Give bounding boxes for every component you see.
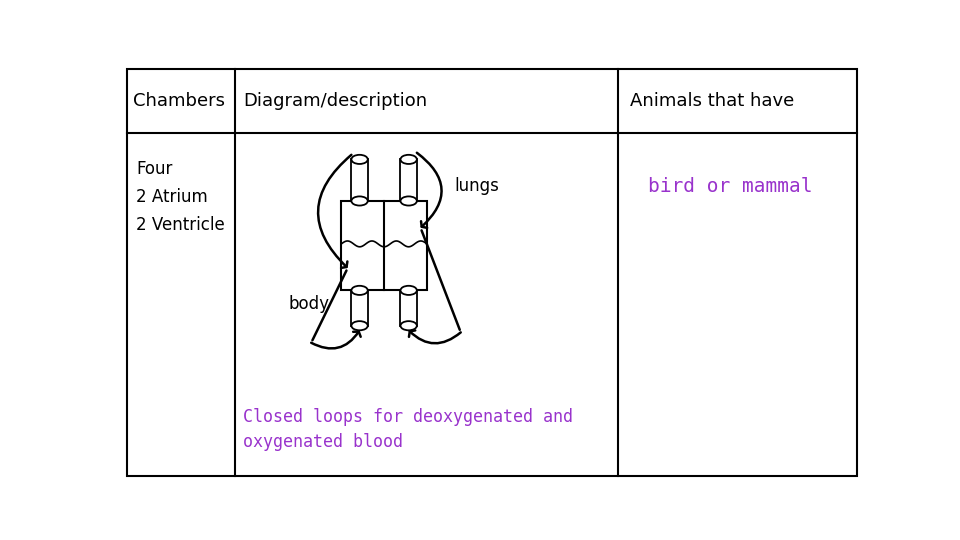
Ellipse shape: [351, 197, 368, 206]
Ellipse shape: [351, 286, 368, 295]
Text: Animals that have: Animals that have: [630, 92, 794, 110]
Bar: [342, 201, 427, 291]
Text: Chambers: Chambers: [132, 92, 225, 110]
Ellipse shape: [400, 321, 417, 330]
Ellipse shape: [351, 155, 368, 164]
Text: Four
2 Atrium
2 Ventricle: Four 2 Atrium 2 Ventricle: [136, 160, 225, 234]
Text: lungs: lungs: [454, 178, 499, 195]
Ellipse shape: [400, 286, 417, 295]
Text: Closed loops for deoxygenated and
oxygenated blood: Closed loops for deoxygenated and oxygen…: [243, 408, 573, 451]
Ellipse shape: [400, 155, 417, 164]
Text: body: body: [289, 294, 330, 313]
Bar: [400, 291, 417, 326]
Text: bird or mammal: bird or mammal: [648, 177, 813, 196]
Bar: [400, 159, 417, 201]
Ellipse shape: [400, 197, 417, 206]
Ellipse shape: [351, 321, 368, 330]
Bar: [351, 291, 368, 326]
Bar: [351, 159, 368, 201]
Text: Diagram/description: Diagram/description: [243, 92, 427, 110]
